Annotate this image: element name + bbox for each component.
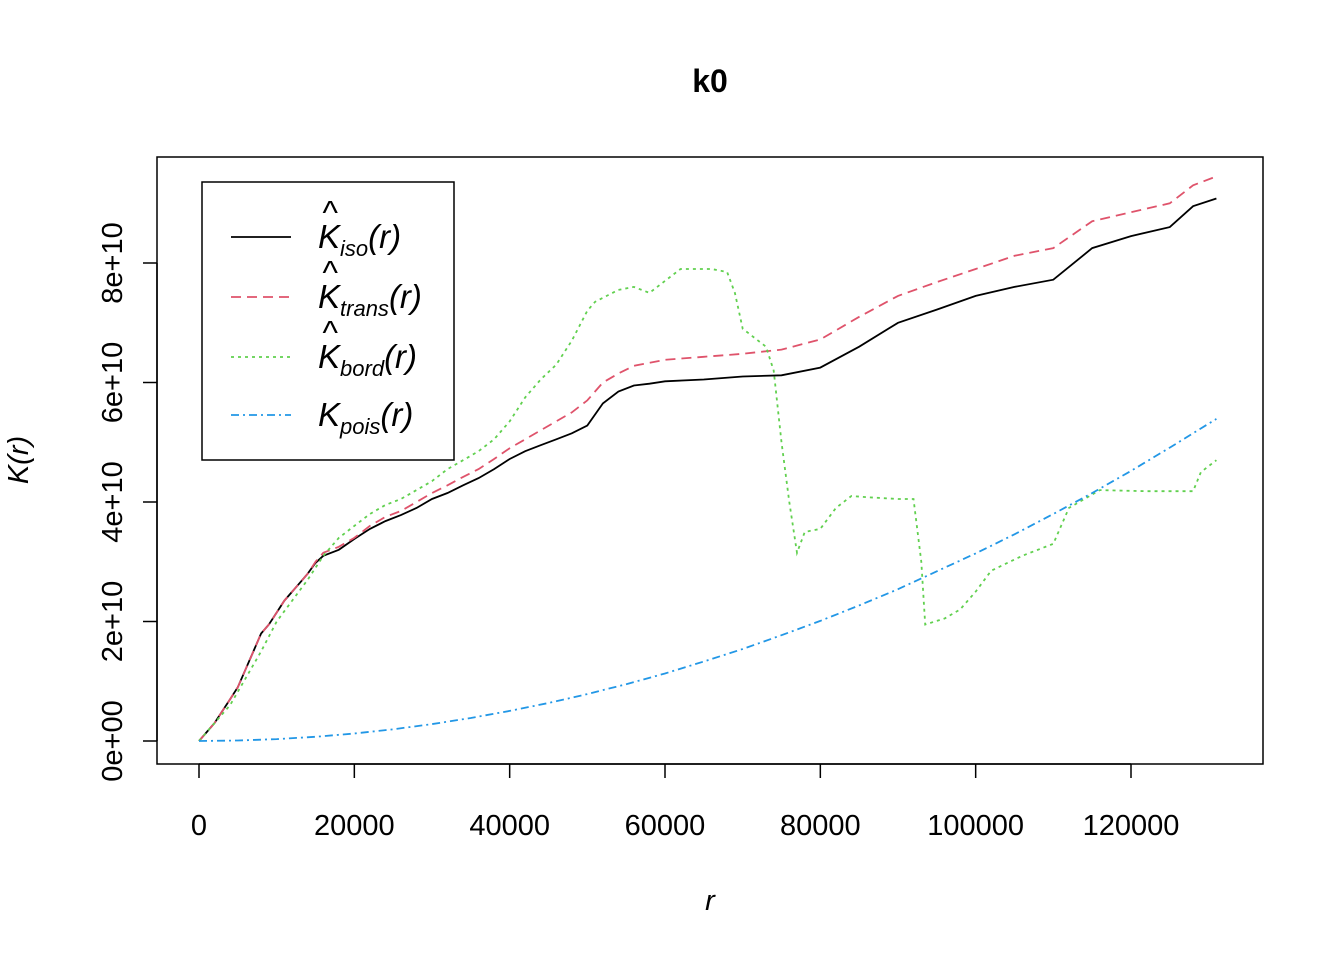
x-tick-label: 80000: [780, 810, 861, 842]
series-layer: [198, 175, 1217, 742]
legend-hat-bord: ^: [322, 314, 338, 351]
legend-hat-trans: ^: [322, 254, 338, 291]
x-axis-label: r: [705, 885, 716, 917]
legend-label-iso: Kiso(r): [318, 218, 401, 261]
y-tick-label: 0e+00: [97, 700, 129, 781]
x-tick-label: 120000: [1083, 810, 1180, 842]
y-axis: 0e+00 2e+10 4e+10 6e+10 8e+10: [97, 222, 158, 782]
legend: Kiso(r)^Ktrans(r)^Kbord(r)^Kpois(r): [201, 181, 455, 461]
x-tick-label: 0: [191, 810, 207, 842]
legend-box: [201, 181, 455, 461]
y-tick-label: 8e+10: [97, 222, 129, 303]
x-tick-label: 20000: [314, 810, 395, 842]
y-tick-label: 2e+10: [97, 581, 129, 662]
legend-hat-iso: ^: [322, 194, 338, 231]
series-line-pois: [198, 418, 1217, 742]
x-axis: 0 20000 40000 60000 80000 100000 120000: [191, 763, 1180, 842]
legend-label-pois: Kpois(r): [318, 396, 413, 439]
x-tick-label: 40000: [469, 810, 550, 842]
series-line-bord: [198, 268, 1217, 742]
x-tick-label: 100000: [927, 810, 1024, 842]
legend-label-bord: Kbord(r): [318, 338, 417, 381]
x-tick-label: 60000: [625, 810, 706, 842]
chart-title: k0: [692, 63, 728, 99]
series-line-trans: [198, 175, 1217, 742]
y-tick-label: 6e+10: [97, 342, 129, 423]
y-tick-label: 4e+10: [97, 461, 129, 542]
legend-label-trans: Ktrans(r): [318, 278, 422, 321]
y-axis-label: K(r): [3, 436, 35, 484]
